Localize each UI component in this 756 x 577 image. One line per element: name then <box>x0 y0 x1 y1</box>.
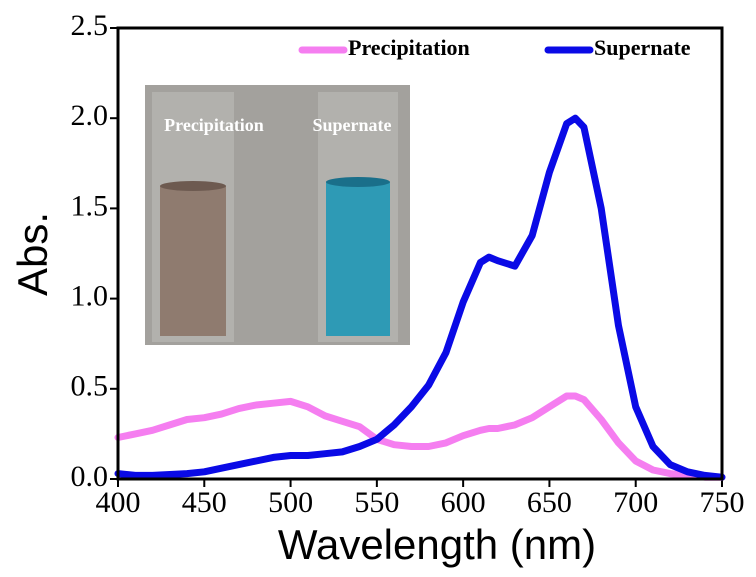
x-tick-label: 650 <box>527 486 572 519</box>
y-axis-label: Abs. <box>9 212 56 296</box>
y-tick-label: 1.5 <box>71 189 109 222</box>
y-tick-label: 2.5 <box>71 9 109 42</box>
inset-photo: Precipitation Supernate <box>145 85 410 345</box>
cuvette-liquid <box>326 182 390 336</box>
legend-label: Precipitation <box>348 35 470 60</box>
y-tick-label: 2.0 <box>71 99 109 132</box>
y-tick-label: 0.0 <box>71 460 109 493</box>
series-line <box>114 392 726 481</box>
inset-label: Supernate <box>312 115 391 135</box>
x-tick-label: 500 <box>268 486 313 519</box>
x-tick-label: 600 <box>441 486 486 519</box>
x-tick-label: 750 <box>700 486 745 519</box>
x-tick-label: 450 <box>182 486 227 519</box>
cuvette-liquid <box>160 186 226 336</box>
inset-label: Precipitation <box>164 115 264 135</box>
legend-label: Supernate <box>594 35 691 60</box>
series-line <box>114 114 726 481</box>
y-tick-label: 0.5 <box>71 370 109 403</box>
x-tick-label: 550 <box>354 486 399 519</box>
plot-frame <box>116 26 724 481</box>
meniscus <box>326 177 390 187</box>
x-tick-label: 700 <box>613 486 658 519</box>
x-tick-label: 400 <box>96 486 141 519</box>
x-axis-label: Wavelength (nm) <box>278 521 596 568</box>
y-tick-label: 1.0 <box>71 279 109 312</box>
meniscus <box>160 181 226 191</box>
